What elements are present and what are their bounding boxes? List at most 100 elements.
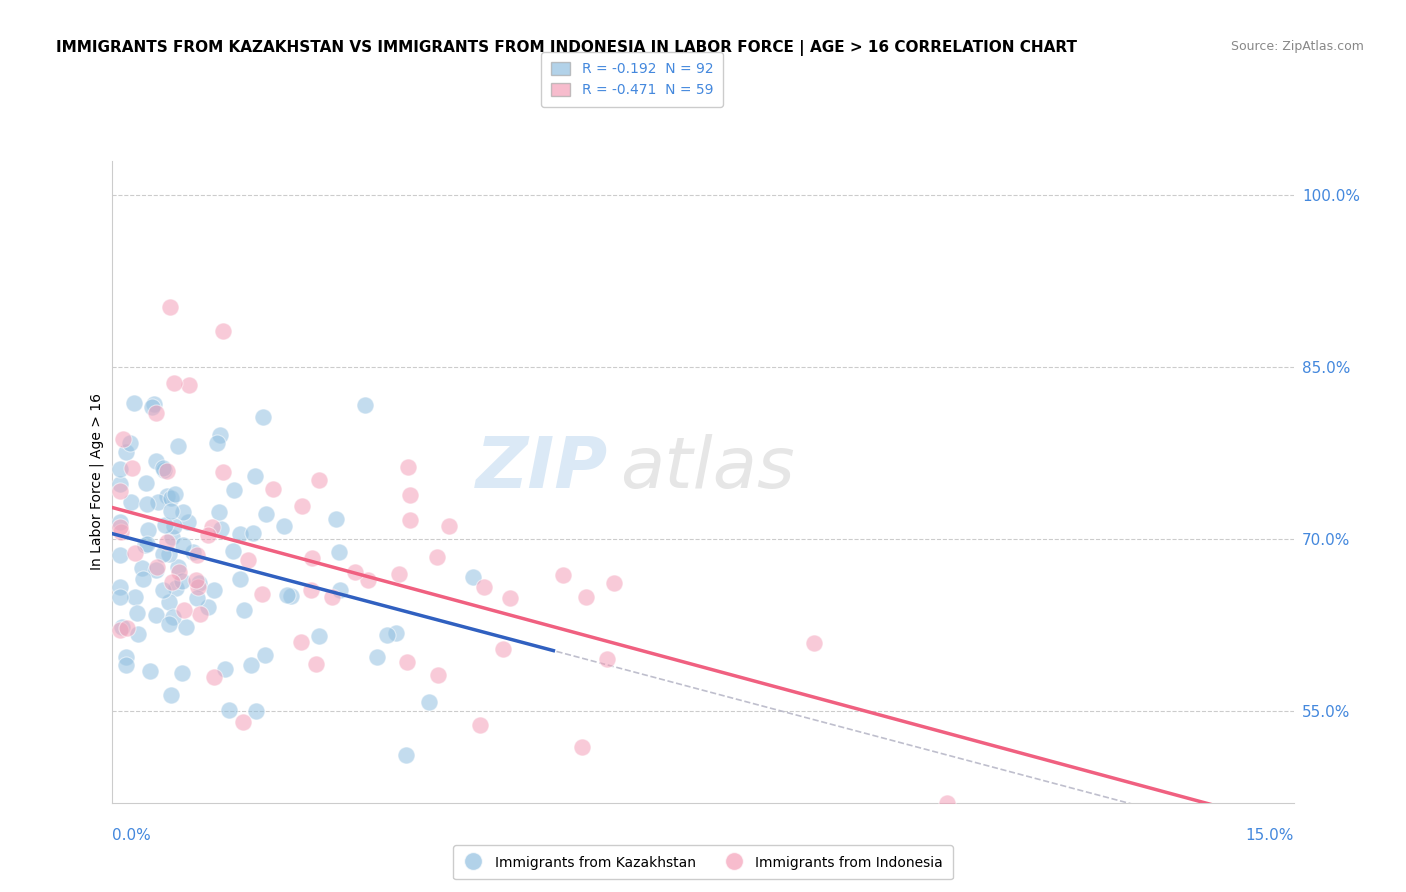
Point [174, 620, 197, 634]
Point [110, 515, 132, 529]
Point [124, 546, 146, 560]
Point [232, 603, 254, 617]
Point [398, 487, 420, 501]
Point [160, 530, 183, 544]
Point [134, 538, 156, 552]
Point [396, 459, 419, 474]
Legend: Immigrants from Kazakhstan, Immigrants from Indonesia: Immigrants from Kazakhstan, Immigrants f… [453, 845, 953, 880]
Point [127, 606, 149, 620]
Point [110, 462, 132, 476]
Point [110, 590, 132, 604]
Point [197, 599, 219, 614]
Point [181, 545, 204, 559]
Point [218, 703, 240, 717]
Point [388, 567, 411, 582]
Point [186, 548, 208, 562]
Y-axis label: In Labor Force | Age > 16: In Labor Force | Age > 16 [90, 393, 104, 570]
Point [366, 649, 388, 664]
Point [167, 559, 190, 574]
Point [250, 587, 273, 601]
Point [205, 436, 228, 450]
Point [172, 574, 194, 588]
Point [461, 569, 484, 583]
Point [146, 560, 169, 574]
Point [135, 475, 157, 490]
Point [222, 483, 245, 497]
Point [418, 695, 440, 709]
Point [499, 591, 522, 605]
Point [290, 634, 312, 648]
Point [160, 688, 183, 702]
Point [176, 516, 198, 530]
Point [163, 376, 186, 390]
Point [110, 548, 132, 562]
Point [165, 487, 187, 501]
Point [186, 591, 208, 605]
Point [395, 655, 418, 669]
Point [173, 602, 195, 616]
Point [229, 527, 252, 541]
Point [426, 549, 449, 564]
Point [280, 589, 302, 603]
Point [121, 461, 143, 475]
Point [221, 544, 243, 558]
Point [426, 668, 449, 682]
Point [146, 495, 169, 509]
Text: atlas: atlas [620, 434, 794, 503]
Point [343, 566, 366, 580]
Point [936, 796, 959, 810]
Point [329, 582, 352, 597]
Point [111, 432, 134, 446]
Point [110, 483, 132, 498]
Point [136, 523, 159, 537]
Point [321, 590, 343, 604]
Point [141, 400, 163, 414]
Point [156, 534, 179, 549]
Point [212, 465, 235, 479]
Point [232, 715, 254, 730]
Point [127, 626, 149, 640]
Point [172, 505, 194, 519]
Point [354, 399, 377, 413]
Text: IMMIGRANTS FROM KAZAKHSTAN VS IMMIGRANTS FROM INDONESIA IN LABOR FORCE | AGE > 1: IMMIGRANTS FROM KAZAKHSTAN VS IMMIGRANTS… [56, 40, 1077, 56]
Point [308, 473, 330, 487]
Point [124, 590, 146, 604]
Point [253, 648, 276, 662]
Point [167, 565, 190, 579]
Point [110, 580, 132, 594]
Point [214, 662, 236, 676]
Point [308, 629, 330, 643]
Point [115, 650, 138, 665]
Point [162, 609, 184, 624]
Point [132, 572, 155, 586]
Point [273, 519, 295, 533]
Point [395, 747, 418, 762]
Point [357, 574, 380, 588]
Point [114, 657, 136, 672]
Point [301, 551, 323, 566]
Point [156, 464, 179, 478]
Text: ZIP: ZIP [477, 434, 609, 503]
Point [131, 561, 153, 575]
Point [384, 626, 406, 640]
Point [120, 495, 142, 509]
Text: Source: ZipAtlas.com: Source: ZipAtlas.com [1230, 40, 1364, 54]
Point [202, 670, 225, 684]
Point [304, 657, 326, 672]
Point [110, 524, 132, 539]
Point [111, 620, 134, 634]
Point [243, 469, 266, 483]
Point [110, 520, 132, 534]
Point [328, 544, 350, 558]
Point [138, 665, 160, 679]
Point [115, 621, 138, 635]
Point [157, 547, 180, 561]
Point [152, 583, 174, 598]
Point [184, 573, 207, 587]
Point [242, 525, 264, 540]
Point [142, 397, 165, 411]
Point [803, 635, 825, 649]
Point [122, 396, 145, 410]
Point [152, 461, 174, 475]
Point [276, 589, 298, 603]
